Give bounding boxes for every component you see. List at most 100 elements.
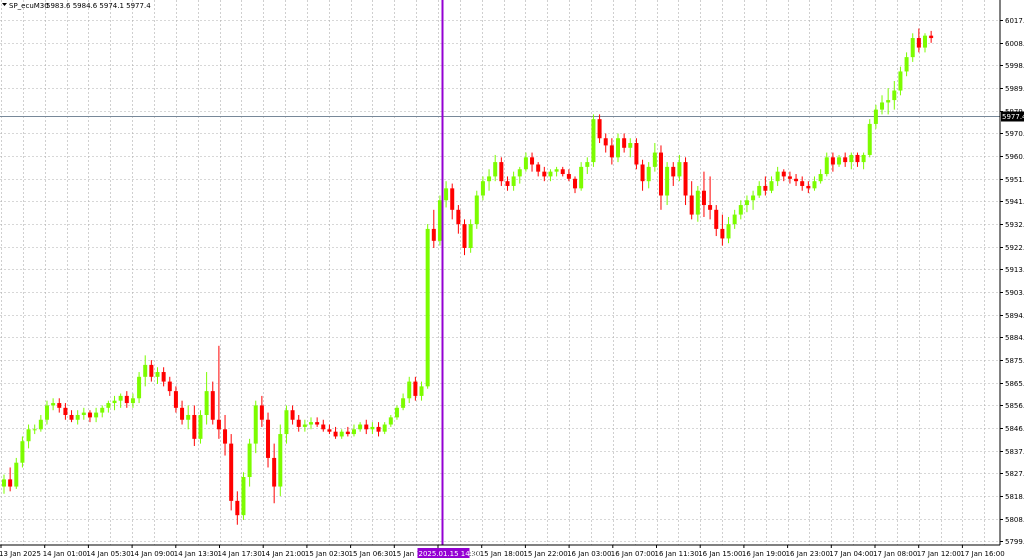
ohlc-values: 5983.6 5984.6 5974.1 5977.4 [46, 2, 151, 10]
candle-bear [462, 224, 467, 248]
candle-bear [216, 419, 221, 430]
candle-bull [824, 157, 829, 175]
candle-bull [351, 429, 356, 435]
x-tick-label: 14 Jan 21:00 [261, 550, 305, 558]
candle-bull [812, 181, 817, 189]
candle-bull [437, 200, 442, 241]
candle-bear [714, 209, 719, 229]
x-tick-label: 16 Jan 23:00 [786, 550, 830, 558]
candle-bull [81, 412, 86, 415]
candle-bear [229, 443, 234, 501]
candle-bear [763, 185, 768, 191]
candle-bull [339, 431, 344, 437]
candle-bear [542, 171, 547, 177]
candle-bull [278, 434, 283, 487]
candle-bull [388, 417, 393, 425]
candle-bull [904, 57, 909, 72]
candle-bear [376, 426, 381, 432]
candle-bull [130, 398, 135, 404]
x-tick-label: 17 Jan 08:00 [873, 550, 917, 558]
candle-bull [751, 195, 756, 201]
candle-bear [640, 164, 645, 182]
candle-bull [873, 109, 878, 124]
candle-bull [480, 181, 485, 196]
y-axis: 6017.56008.05998.55989.05979.55970.05960… [999, 0, 1024, 546]
candle-bull [468, 224, 473, 248]
y-tick-label: 5837.0 [1005, 448, 1024, 456]
candle-bear [180, 407, 185, 420]
candle-bull [591, 119, 596, 163]
y-tick-label: 5989.0 [1005, 85, 1024, 93]
x-tick-label: 15 Jan 22:00 [523, 550, 567, 558]
candle-bear [622, 138, 627, 148]
candle-bear [794, 178, 799, 182]
candle-bull [38, 419, 43, 430]
x-tick-label: 16 Jan 15:00 [698, 550, 742, 558]
candle-bull [646, 166, 651, 182]
y-tick-label: 5799.0 [1005, 538, 1024, 546]
candle-bear [167, 381, 172, 392]
candle-bull [923, 35, 927, 48]
candle-bear [315, 422, 320, 425]
symbol-dropdown-icon[interactable] [2, 3, 7, 6]
x-tick-label: 14 Jan 17:30 [218, 550, 262, 558]
candle-bear [290, 410, 295, 420]
candle-bear [929, 35, 934, 39]
x-tick-label: 17 Jan 04:00 [829, 550, 873, 558]
candle-bull [775, 171, 780, 182]
candle-bear [806, 185, 811, 189]
x-tick-label: 13 Jan 2025 [0, 550, 41, 558]
candle-bull [198, 414, 203, 439]
candle-bull [523, 157, 528, 170]
candle-bull [548, 171, 553, 177]
candle-bear [708, 205, 713, 210]
candle-bull [898, 71, 903, 91]
candle-bear [364, 424, 369, 430]
candle-bull [112, 400, 117, 404]
y-tick-label: 5846.5 [1005, 425, 1024, 433]
candle-bull [757, 185, 762, 196]
candle-bear [781, 171, 786, 177]
y-tick-label: 6017.5 [1005, 17, 1024, 25]
candle-bear [192, 414, 197, 439]
candle-bull [880, 102, 885, 110]
candle-bull [284, 410, 289, 435]
x-tick-label: 15 Jan 10:30 [392, 550, 436, 558]
candle-bull [137, 376, 142, 399]
x-tick-label: 15 Jan 18:00 [480, 550, 524, 558]
candle-bear [536, 164, 541, 172]
candle-bull [769, 181, 774, 191]
y-tick-label: 5875.0 [1005, 357, 1024, 365]
candle-bear [560, 169, 565, 175]
candle-bear [573, 178, 578, 189]
candle-bear [327, 429, 332, 432]
y-tick-label: 5998.5 [1005, 62, 1024, 70]
y-tick-label: 5922.5 [1005, 244, 1024, 252]
candle-bear [63, 407, 68, 415]
x-tick-label: 14 Jan 09:00 [130, 550, 174, 558]
x-tick-label: 14 Jan 05:30 [86, 550, 130, 558]
x-tick-label: 16 Jan 11:30 [655, 550, 699, 558]
candle-bull [677, 162, 682, 177]
candle-bear [843, 157, 848, 163]
candle-bear [173, 391, 178, 408]
candle-bear [321, 424, 326, 430]
candle-bear [333, 431, 338, 437]
candle-bull [849, 154, 854, 163]
candle-bear [456, 209, 461, 225]
candle-bull [585, 162, 590, 167]
chart-grid [0, 0, 1000, 545]
candle-bull [744, 200, 749, 206]
candle-bull [425, 228, 430, 387]
candle-bear [272, 457, 277, 487]
x-tick-label: 16 Jan 07:00 [611, 550, 655, 558]
x-tick-label: 15 Jan 06:30 [349, 550, 393, 558]
time-marker-label: 2025.01.15 14:30 [419, 550, 481, 558]
candle-bear [800, 181, 805, 186]
candle-bull [738, 205, 743, 215]
candle-bear [609, 145, 614, 158]
candle-bull [695, 190, 700, 215]
x-axis: 13 Jan 2025 14 Jan 01:00 14 Jan 05:30 14 Ja… [0, 544, 1005, 558]
y-tick-label: 5970.0 [1005, 130, 1024, 138]
